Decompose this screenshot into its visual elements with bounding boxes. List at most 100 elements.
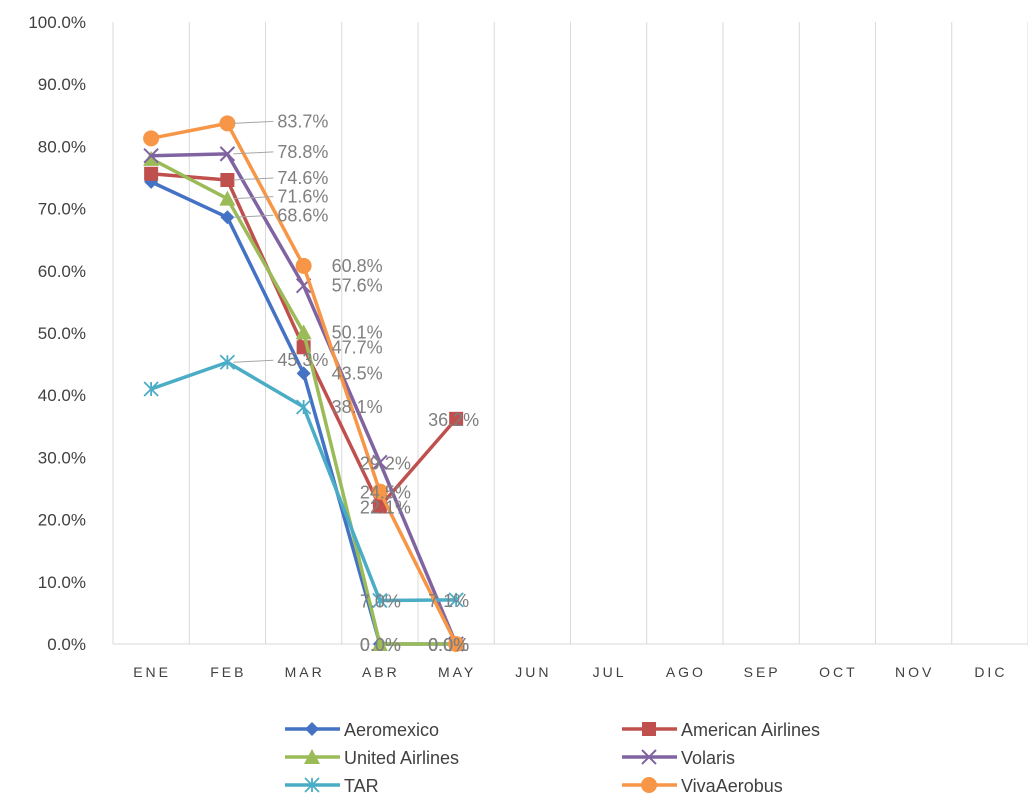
data-point bbox=[219, 354, 236, 370]
data-point bbox=[220, 210, 235, 225]
legend: Aeromexico American Airlines United Airlin… bbox=[285, 720, 820, 794]
x-tick-label: JUN bbox=[515, 664, 551, 680]
legend-marker bbox=[642, 722, 656, 736]
legend-entry: United Airlines bbox=[285, 748, 459, 768]
data-point bbox=[372, 499, 387, 514]
data-label: 47.7% bbox=[332, 337, 383, 357]
data-point bbox=[144, 166, 159, 181]
legend-marker bbox=[305, 722, 319, 736]
data-label: 78.8% bbox=[277, 142, 328, 162]
data-point bbox=[219, 115, 236, 132]
data-label: 0.0% bbox=[428, 635, 469, 655]
data-point bbox=[220, 172, 235, 187]
legend-entry: American Airlines bbox=[622, 720, 820, 740]
x-tick-label: ABR bbox=[362, 664, 400, 680]
data-point bbox=[143, 130, 160, 147]
legend-marker bbox=[304, 777, 320, 793]
y-tick-label: 40.0% bbox=[38, 386, 86, 405]
data-label: 0.0% bbox=[360, 635, 401, 655]
y-tick-label: 90.0% bbox=[38, 75, 86, 94]
data-label: 50.1% bbox=[332, 322, 383, 342]
x-tick-label: JUL bbox=[593, 664, 627, 680]
x-tick-label: AGO bbox=[666, 664, 706, 680]
legend-entry: Volaris bbox=[622, 748, 735, 768]
legend-label: Volaris bbox=[681, 748, 735, 768]
data-point bbox=[219, 146, 236, 162]
leader-line bbox=[233, 359, 274, 363]
data-point bbox=[371, 483, 388, 500]
x-tick-label: FEB bbox=[210, 664, 246, 680]
legend-entry: VivaAerobus bbox=[622, 776, 783, 794]
data-point bbox=[295, 399, 312, 415]
legend-marker bbox=[641, 777, 657, 793]
legend-label: American Airlines bbox=[681, 720, 820, 740]
legend-label: TAR bbox=[344, 776, 379, 794]
y-tick-label: 20.0% bbox=[38, 511, 86, 530]
x-tick-label: SEP bbox=[744, 664, 781, 680]
series-tar bbox=[143, 354, 464, 609]
series-line bbox=[150, 360, 457, 603]
y-tick-label: 100.0% bbox=[28, 13, 86, 32]
data-point bbox=[448, 636, 465, 652]
x-tick-label: ENE bbox=[133, 664, 171, 680]
data-point bbox=[448, 592, 464, 608]
data-point bbox=[371, 636, 388, 651]
data-point bbox=[143, 150, 160, 166]
data-point bbox=[296, 366, 311, 381]
y-tick-label: 60.0% bbox=[38, 262, 86, 281]
axes: 0.0% 10.0% 20.0% 30.0% 40.0% 50.0% 60.0% 70.0% 8… bbox=[28, 13, 1028, 680]
legend-label: Aeromexico bbox=[344, 720, 439, 740]
series-american-airlines bbox=[144, 166, 464, 514]
y-tick-label: 70.0% bbox=[38, 200, 86, 219]
leader-line bbox=[233, 214, 274, 218]
x-tick-label: MAY bbox=[438, 664, 476, 680]
legend-marker bbox=[641, 749, 657, 765]
data-labels: 68.6% 43.5% 0.0% 0.0% 74.6% 47.7% 22.1% 36.2% 71… bbox=[233, 111, 479, 655]
data-label: 74.6% bbox=[277, 168, 328, 188]
data-label: 36.2% bbox=[428, 410, 479, 430]
data-point bbox=[219, 190, 236, 206]
data-label: 83.7% bbox=[277, 111, 328, 131]
y-tick-label: 0.0% bbox=[47, 635, 86, 654]
data-label: 71.6% bbox=[277, 187, 328, 207]
legend-marker bbox=[304, 749, 320, 764]
x-tick-label: MAR bbox=[285, 664, 325, 680]
data-label: 7.1% bbox=[428, 591, 469, 611]
data-label: 29.2% bbox=[360, 453, 411, 473]
data-label: 68.6% bbox=[277, 205, 328, 225]
y-tick-label: 30.0% bbox=[38, 448, 86, 467]
leader-line bbox=[233, 151, 274, 155]
y-tick-label: 50.0% bbox=[38, 324, 86, 343]
data-point bbox=[449, 411, 464, 426]
data-label: 60.8% bbox=[332, 256, 383, 276]
y-tick-label: 10.0% bbox=[38, 573, 86, 592]
legend-entry: TAR bbox=[285, 776, 379, 794]
data-point bbox=[143, 148, 159, 164]
x-tick-label: DIC bbox=[974, 664, 1007, 680]
y-tick-label: 80.0% bbox=[38, 137, 86, 156]
data-label: 0.0% bbox=[360, 635, 401, 655]
data-point bbox=[295, 324, 312, 340]
data-label: 43.5% bbox=[332, 363, 383, 383]
x-tick-label: NOV bbox=[895, 664, 934, 680]
leader-line bbox=[233, 196, 274, 200]
data-label: 0.0% bbox=[428, 635, 469, 655]
leader-line bbox=[233, 120, 274, 124]
data-label: 57.6% bbox=[332, 276, 383, 296]
data-point bbox=[143, 381, 159, 397]
legend-entry: Aeromexico bbox=[285, 720, 439, 740]
data-point bbox=[372, 592, 388, 609]
data-label: 22.1% bbox=[360, 498, 411, 518]
series-line bbox=[151, 152, 458, 645]
x-tick-label: OCT bbox=[819, 664, 858, 680]
legend-label: VivaAerobus bbox=[681, 776, 783, 794]
legend-label: United Airlines bbox=[344, 748, 459, 768]
data-label: 45.3% bbox=[277, 350, 328, 370]
data-label: 38.1% bbox=[332, 397, 383, 417]
data-label: 0.0% bbox=[428, 635, 469, 655]
leader-line bbox=[233, 177, 274, 181]
gridlines bbox=[112, 22, 1028, 644]
data-label: 0.0% bbox=[428, 635, 469, 655]
data-label: 24.5% bbox=[360, 483, 411, 503]
